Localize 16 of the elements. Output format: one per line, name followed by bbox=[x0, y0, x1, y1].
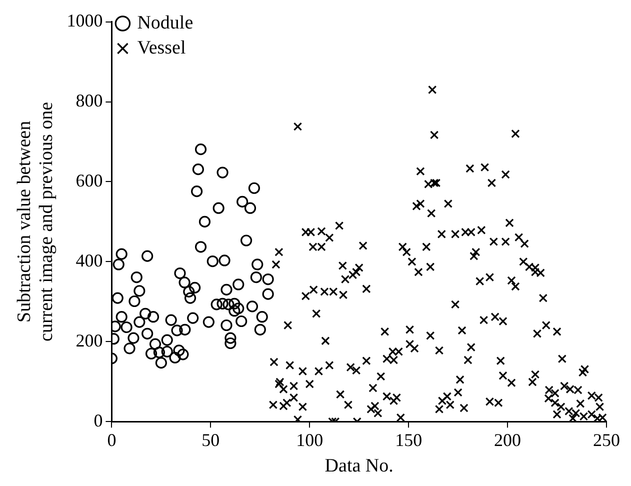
legend-label: Vessel bbox=[137, 37, 186, 58]
y-tick-label: 0 bbox=[94, 410, 103, 430]
x-tick-label: 0 bbox=[107, 430, 116, 450]
x-tick-label: 50 bbox=[202, 430, 220, 450]
x-tick-label: 250 bbox=[593, 430, 620, 450]
x-tick-label: 150 bbox=[395, 430, 422, 450]
x-tick-label: 200 bbox=[494, 430, 522, 450]
y-axis-title: Subtraction value between current image and previous one bbox=[14, 102, 57, 342]
y-tick-label: 200 bbox=[76, 330, 103, 350]
y-tick-label: 800 bbox=[76, 90, 103, 110]
y-tick-label: 400 bbox=[76, 250, 103, 270]
y-tick-label: 600 bbox=[76, 170, 103, 190]
x-tick-label: 100 bbox=[296, 430, 324, 450]
x-axis-title: Data No. bbox=[324, 456, 394, 477]
y-tick-label: 1000 bbox=[66, 10, 103, 31]
legend-label: Nodule bbox=[137, 12, 194, 34]
